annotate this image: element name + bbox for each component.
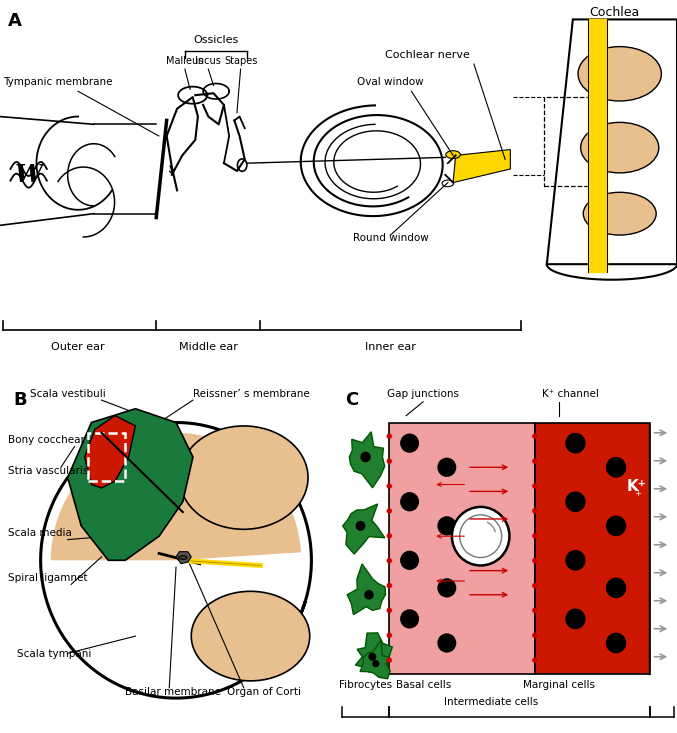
Circle shape [400,550,419,570]
Text: Malleus: Malleus [166,56,204,66]
Ellipse shape [192,592,310,681]
Circle shape [387,608,392,614]
Circle shape [532,633,538,638]
Polygon shape [176,552,192,564]
Circle shape [387,558,392,564]
Circle shape [368,652,376,661]
Ellipse shape [581,122,659,173]
Text: Round window: Round window [353,233,429,243]
Text: Scala vestibuli: Scala vestibuli [30,388,106,399]
Circle shape [400,609,419,628]
Circle shape [387,658,392,663]
Text: Basilar membrane: Basilar membrane [125,687,221,696]
Text: Spiral ligamnet: Spiral ligamnet [8,573,88,583]
Circle shape [565,491,586,512]
Circle shape [565,432,586,454]
Circle shape [387,633,392,638]
Circle shape [606,515,626,537]
Text: Fibrocytes: Fibrocytes [338,679,391,690]
Circle shape [565,608,586,629]
Text: Tympanic membrane: Tympanic membrane [3,78,112,87]
Circle shape [606,633,626,653]
Text: Inner ear: Inner ear [365,342,416,352]
Text: Oval window: Oval window [357,78,424,87]
Text: Scala media: Scala media [8,528,72,538]
Text: Gap junctions: Gap junctions [387,388,459,399]
Text: Reissner’ s membrane: Reissner’ s membrane [193,388,309,399]
Circle shape [606,578,626,598]
Ellipse shape [179,426,308,529]
Text: Outer ear: Outer ear [51,342,105,352]
Polygon shape [85,416,135,488]
Text: K⁺ channel: K⁺ channel [542,388,598,399]
Circle shape [437,633,456,652]
Text: Basal cells: Basal cells [395,679,451,690]
Text: C: C [345,391,359,410]
Circle shape [364,590,374,600]
Ellipse shape [442,180,454,187]
Text: B: B [14,391,27,410]
Polygon shape [355,633,392,672]
Polygon shape [343,504,385,554]
Bar [544,97,599,186]
Circle shape [437,457,456,477]
Polygon shape [68,409,193,560]
Polygon shape [349,432,385,487]
Ellipse shape [179,556,187,559]
Text: Stria vascularis: Stria vascularis [8,466,89,476]
Circle shape [532,533,538,539]
Polygon shape [453,150,510,183]
Text: A: A [8,12,22,29]
Ellipse shape [445,151,460,158]
Circle shape [565,550,586,570]
Circle shape [400,492,419,512]
Circle shape [532,583,538,589]
Text: Cochlea: Cochlea [590,6,640,18]
Circle shape [387,458,392,464]
Text: K⁺: K⁺ [626,479,646,494]
Circle shape [360,452,371,463]
Polygon shape [347,564,385,614]
Text: Middle ear: Middle ear [179,342,238,352]
Text: Intermediate cells: Intermediate cells [443,697,538,707]
Circle shape [387,533,392,539]
Circle shape [532,558,538,564]
Ellipse shape [584,192,656,235]
Text: W: W [15,163,43,187]
Text: Bony cocchear wall: Bony cocchear wall [8,435,110,445]
Circle shape [606,457,626,478]
Ellipse shape [578,47,661,101]
Circle shape [372,660,379,667]
Text: Marginal cells: Marginal cells [523,679,594,690]
Text: Cochlear nerve: Cochlear nerve [385,51,469,60]
Circle shape [400,433,419,453]
Circle shape [452,507,510,565]
Circle shape [387,508,392,514]
Circle shape [355,521,366,531]
Bar [88,432,125,481]
Text: Ossicles: Ossicles [194,34,239,45]
Circle shape [532,608,538,614]
Polygon shape [51,433,301,560]
Text: Incus: Incus [196,56,221,66]
Text: +: + [634,489,640,498]
Circle shape [387,433,392,439]
Circle shape [532,508,538,514]
Text: Stapes: Stapes [224,56,257,66]
Bar [535,422,650,674]
Polygon shape [360,640,390,679]
Circle shape [387,583,392,589]
Bar [389,422,535,674]
Text: Organ of Corti: Organ of Corti [227,687,301,696]
Circle shape [437,516,456,536]
Circle shape [437,578,456,597]
Circle shape [532,658,538,663]
Circle shape [532,433,538,439]
Circle shape [532,483,538,489]
Text: Scala tympani: Scala tympani [17,649,91,659]
Circle shape [460,515,502,558]
Circle shape [532,458,538,464]
Circle shape [387,483,392,489]
